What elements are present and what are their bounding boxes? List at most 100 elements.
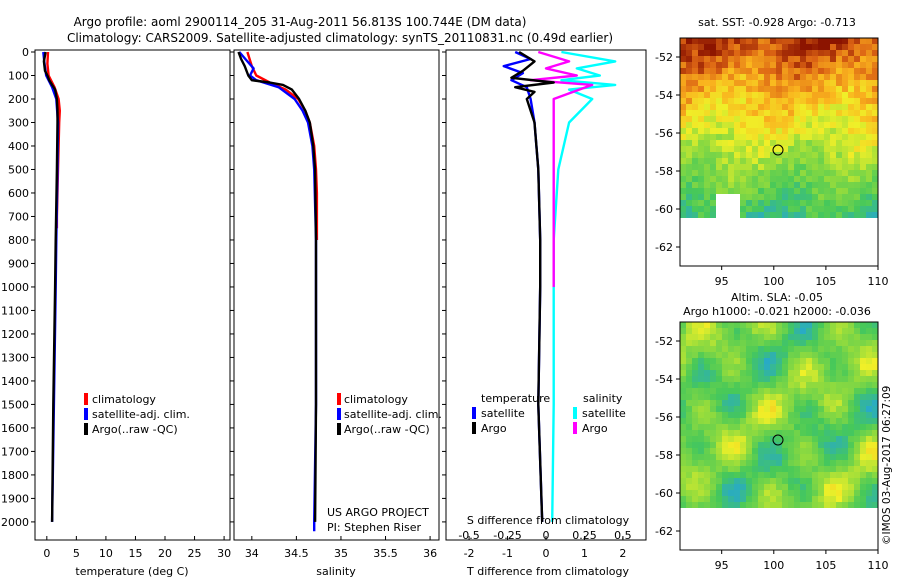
legend-swatch-t-argo — [472, 422, 476, 434]
sla-cell — [758, 448, 764, 454]
sst-cell — [794, 206, 800, 212]
sla-cell — [830, 490, 836, 496]
sst-cell — [848, 56, 854, 62]
sla-cell — [704, 382, 710, 388]
sst-cell — [800, 122, 806, 128]
sst-cell — [722, 188, 728, 194]
sst-cell — [776, 44, 782, 50]
sst-cell — [854, 110, 860, 116]
sst-cell — [812, 68, 818, 74]
sst-cell — [800, 56, 806, 62]
sst-cell — [782, 92, 788, 98]
sst-cell — [800, 140, 806, 146]
x-tick-label: 25 — [188, 547, 202, 560]
sst-cell — [788, 56, 794, 62]
sla-cell — [710, 430, 716, 436]
sla-cell — [818, 382, 824, 388]
sla-cell — [740, 490, 746, 496]
sla-cell — [782, 376, 788, 382]
sla-cell — [710, 484, 716, 490]
sla-cell — [746, 490, 752, 496]
sst-cell — [848, 194, 854, 200]
sst-cell — [734, 146, 740, 152]
y-tick-label: 1400 — [1, 375, 29, 388]
sla-cell — [758, 382, 764, 388]
sst-cell — [692, 86, 698, 92]
sla-cell — [782, 442, 788, 448]
sla-cell — [866, 388, 872, 394]
sst-heatmap — [680, 38, 878, 218]
sla-cell — [806, 466, 812, 472]
sst-cell — [764, 158, 770, 164]
sst-cell — [812, 116, 818, 122]
sla-cell — [692, 406, 698, 412]
sst-cell — [842, 92, 848, 98]
sla-cell — [818, 358, 824, 364]
sla-cell — [746, 322, 752, 328]
sla-cell — [692, 328, 698, 334]
sla-cell — [704, 334, 710, 340]
sla-cell — [716, 334, 722, 340]
sst-cell — [770, 122, 776, 128]
sla-cell — [854, 448, 860, 454]
sla-cell — [728, 352, 734, 358]
sst-cell — [692, 176, 698, 182]
x-tick-label: -2 — [464, 547, 475, 560]
sla-cell — [728, 466, 734, 472]
sla-cell — [698, 436, 704, 442]
sla-cell — [848, 328, 854, 334]
sst-cell — [698, 170, 704, 176]
series-line-t-argo — [510, 50, 555, 522]
sst-cell — [686, 68, 692, 74]
sla-cell — [752, 370, 758, 376]
sst-cell — [866, 116, 872, 122]
sst-cell — [788, 98, 794, 104]
sst-cell — [818, 128, 824, 134]
sla-cell — [854, 328, 860, 334]
sla-cell — [788, 400, 794, 406]
sla-cell — [758, 334, 764, 340]
sst-cell — [782, 86, 788, 92]
sst-cell — [830, 80, 836, 86]
sst-cell — [734, 128, 740, 134]
difference-x-ticks: -2 -1 0 1 2-0.5 -0.25 0 0.25 0.5 — [442, 51, 632, 560]
sst-cell — [818, 164, 824, 170]
sla-cell — [842, 328, 848, 334]
sla-cell — [752, 478, 758, 484]
sst-cell — [842, 176, 848, 182]
sst-cell — [860, 188, 866, 194]
sla-cell — [722, 406, 728, 412]
sst-cell — [752, 56, 758, 62]
sla-cell — [728, 484, 734, 490]
sla-cell — [710, 448, 716, 454]
sst-cell — [788, 116, 794, 122]
sst-cell — [764, 176, 770, 182]
sla-cell — [842, 466, 848, 472]
sla-cell — [818, 340, 824, 346]
sla-cell — [698, 394, 704, 400]
sla-cell — [824, 406, 830, 412]
sla-cell — [698, 364, 704, 370]
sst-cell — [734, 62, 740, 68]
sla-cell — [686, 418, 692, 424]
sla-cell — [782, 478, 788, 484]
sst-cell — [770, 158, 776, 164]
sla-cell — [848, 370, 854, 376]
sst-cell — [788, 158, 794, 164]
sst-cell — [854, 164, 860, 170]
sla-cell — [866, 328, 872, 334]
temperature-x-ticks: 0 5 10 15 20 25 30 — [43, 536, 231, 560]
sla-cell — [776, 388, 782, 394]
sst-cell — [752, 206, 758, 212]
sst-cell — [722, 140, 728, 146]
sst-cell — [716, 116, 722, 122]
sst-cell — [830, 200, 836, 206]
sla-cell — [752, 376, 758, 382]
sla-cell — [872, 346, 878, 352]
y-tick-label: 300 — [8, 116, 29, 129]
sla-cell — [704, 322, 710, 328]
sla-cell — [734, 502, 740, 508]
sla-cell — [872, 430, 878, 436]
sst-cell — [854, 152, 860, 158]
sst-cell — [794, 128, 800, 134]
